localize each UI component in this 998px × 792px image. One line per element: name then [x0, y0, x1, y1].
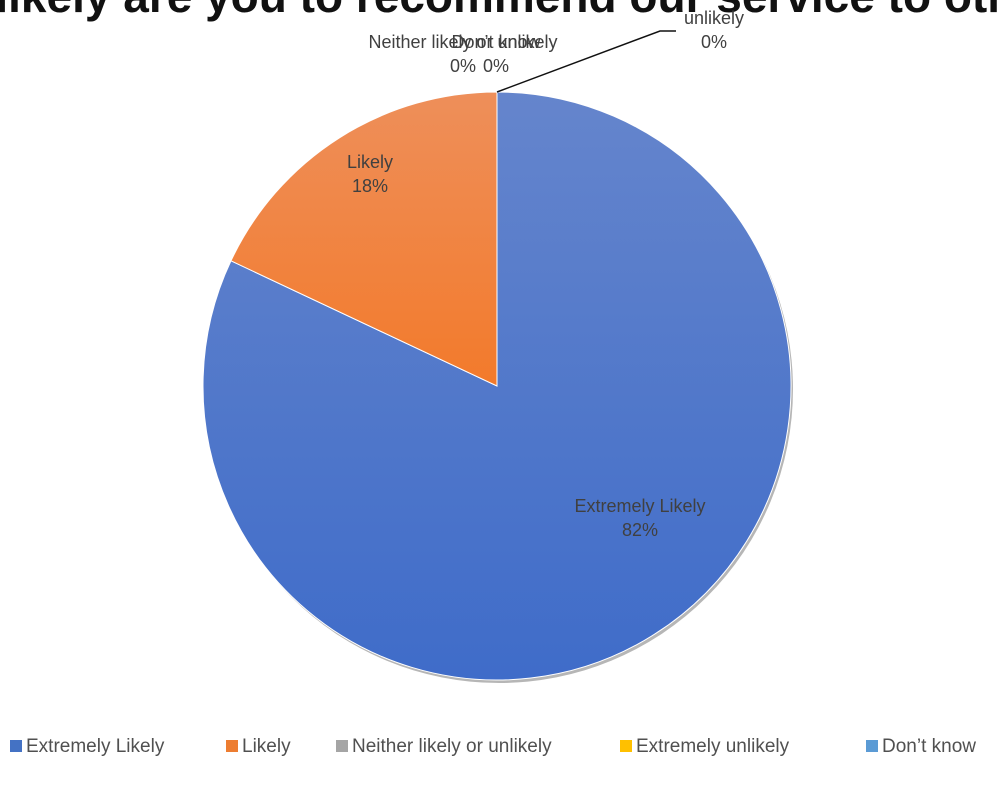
chart-title: How likely are you to recommend our serv… [0, 0, 998, 22]
legend-swatch [620, 740, 632, 752]
data-label-neither-likely-or-unlikely: Neither likely or unlikely 0% [368, 32, 557, 76]
legend-swatch [10, 740, 22, 752]
leader-line-extremely-unlikely [496, 30, 676, 93]
legend-label: Don’t know [882, 736, 976, 757]
data-label-extremely-likely: Extremely Likely 82% [574, 496, 705, 540]
legend-swatch [226, 740, 238, 752]
legend-item-neither-likely-or-unlikely: Neither likely or unlikely [336, 736, 552, 757]
legend-item-don-t-know: Don’t know [866, 736, 976, 757]
legend-label: Neither likely or unlikely [352, 736, 552, 757]
legend-label: Extremely Likely [26, 736, 165, 757]
slice-labels: Extremely Likely 82% Likely 18% Neither like… [347, 8, 744, 540]
data-label-extremely-unlikely: unlikely 0% [684, 8, 744, 52]
legend-swatch [866, 740, 878, 752]
data-label-likely: Likely 18% [347, 152, 393, 196]
pie-slices [202, 91, 793, 683]
pie-slice-likely [230, 91, 498, 387]
pie-slice-extremely-likely [202, 91, 792, 681]
legend-item-extremely-unlikely: Extremely unlikely [620, 736, 790, 757]
data-label-don-t-know: Don’t know 0% [451, 32, 541, 76]
legend-label: Likely [242, 736, 291, 757]
legend-swatch [336, 740, 348, 752]
legend-item-extremely-likely: Extremely Likely [10, 736, 165, 757]
legend-item-likely: Likely [226, 736, 291, 757]
chart-legend: Extremely Likely Likely Neither likely or … [10, 736, 976, 757]
legend-label: Extremely unlikely [636, 736, 790, 757]
